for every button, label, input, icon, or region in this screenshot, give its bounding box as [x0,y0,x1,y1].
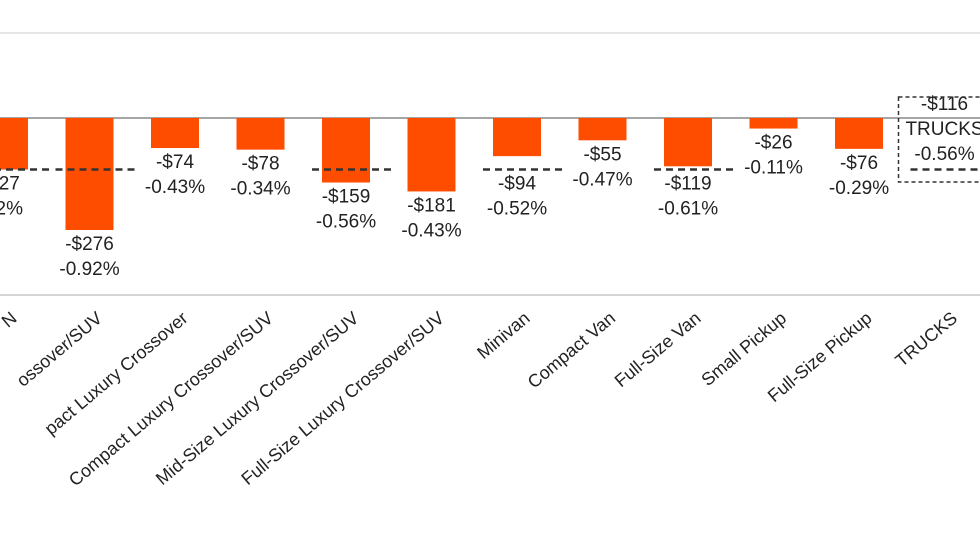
value-label: -$181 [407,195,456,216]
value-label: -$276 [65,234,114,255]
percent-label: -0.47% [572,169,632,190]
percent-label: -0.56% [316,212,376,233]
category-label: Minivan [473,308,533,363]
category-label: Small Pickup [698,308,791,390]
bars-layer [0,117,980,230]
value-label: -$76 [840,153,878,174]
value-label: -$116 [921,94,968,115]
value-label: -$55 [583,144,621,165]
value-label: -$74 [156,152,194,173]
percent-label: -0.52% [487,199,547,220]
bar [578,118,627,141]
value-label: -$78 [241,154,279,175]
bar [749,118,798,129]
category-label: Full-Size Van [611,308,705,391]
category-label: Compact Van [524,308,619,393]
bar [835,118,883,149]
percent-label: -0.61% [658,199,718,220]
category-label: TRUCKS [892,308,962,371]
bar [236,118,285,150]
bar [407,118,456,192]
bar [0,118,28,170]
category-label: ossover/SUV [13,308,106,391]
labels-layer: 127 52% -$276 -0.92% -$74 -0.43% -$78 -0.34% -$1… [0,94,980,280]
value-label: -$119 [664,174,711,195]
value-label: -$159 [322,187,371,208]
percent-label: -0.29% [829,178,889,199]
total-category-label: TRUCKS [905,119,980,140]
percent-label: -0.43% [145,177,205,198]
category-label: N [0,308,21,332]
percent-label: -0.34% [230,179,290,200]
bar [151,118,199,149]
bar [664,118,712,167]
value-label: -$26 [754,133,792,154]
total-callout-box [897,96,980,183]
percent-label: 52% [0,199,23,220]
value-label: 127 [0,174,20,195]
bar [65,118,114,230]
percent-label: -0.92% [59,259,119,280]
percent-label: -0.43% [401,220,461,241]
bar [493,118,541,157]
value-label: -$94 [498,174,536,195]
percent-label: -0.56% [914,144,974,165]
percent-label: -0.11% [744,158,803,179]
category-label: pact Luxury Crossover [41,308,192,439]
bar [322,118,370,183]
